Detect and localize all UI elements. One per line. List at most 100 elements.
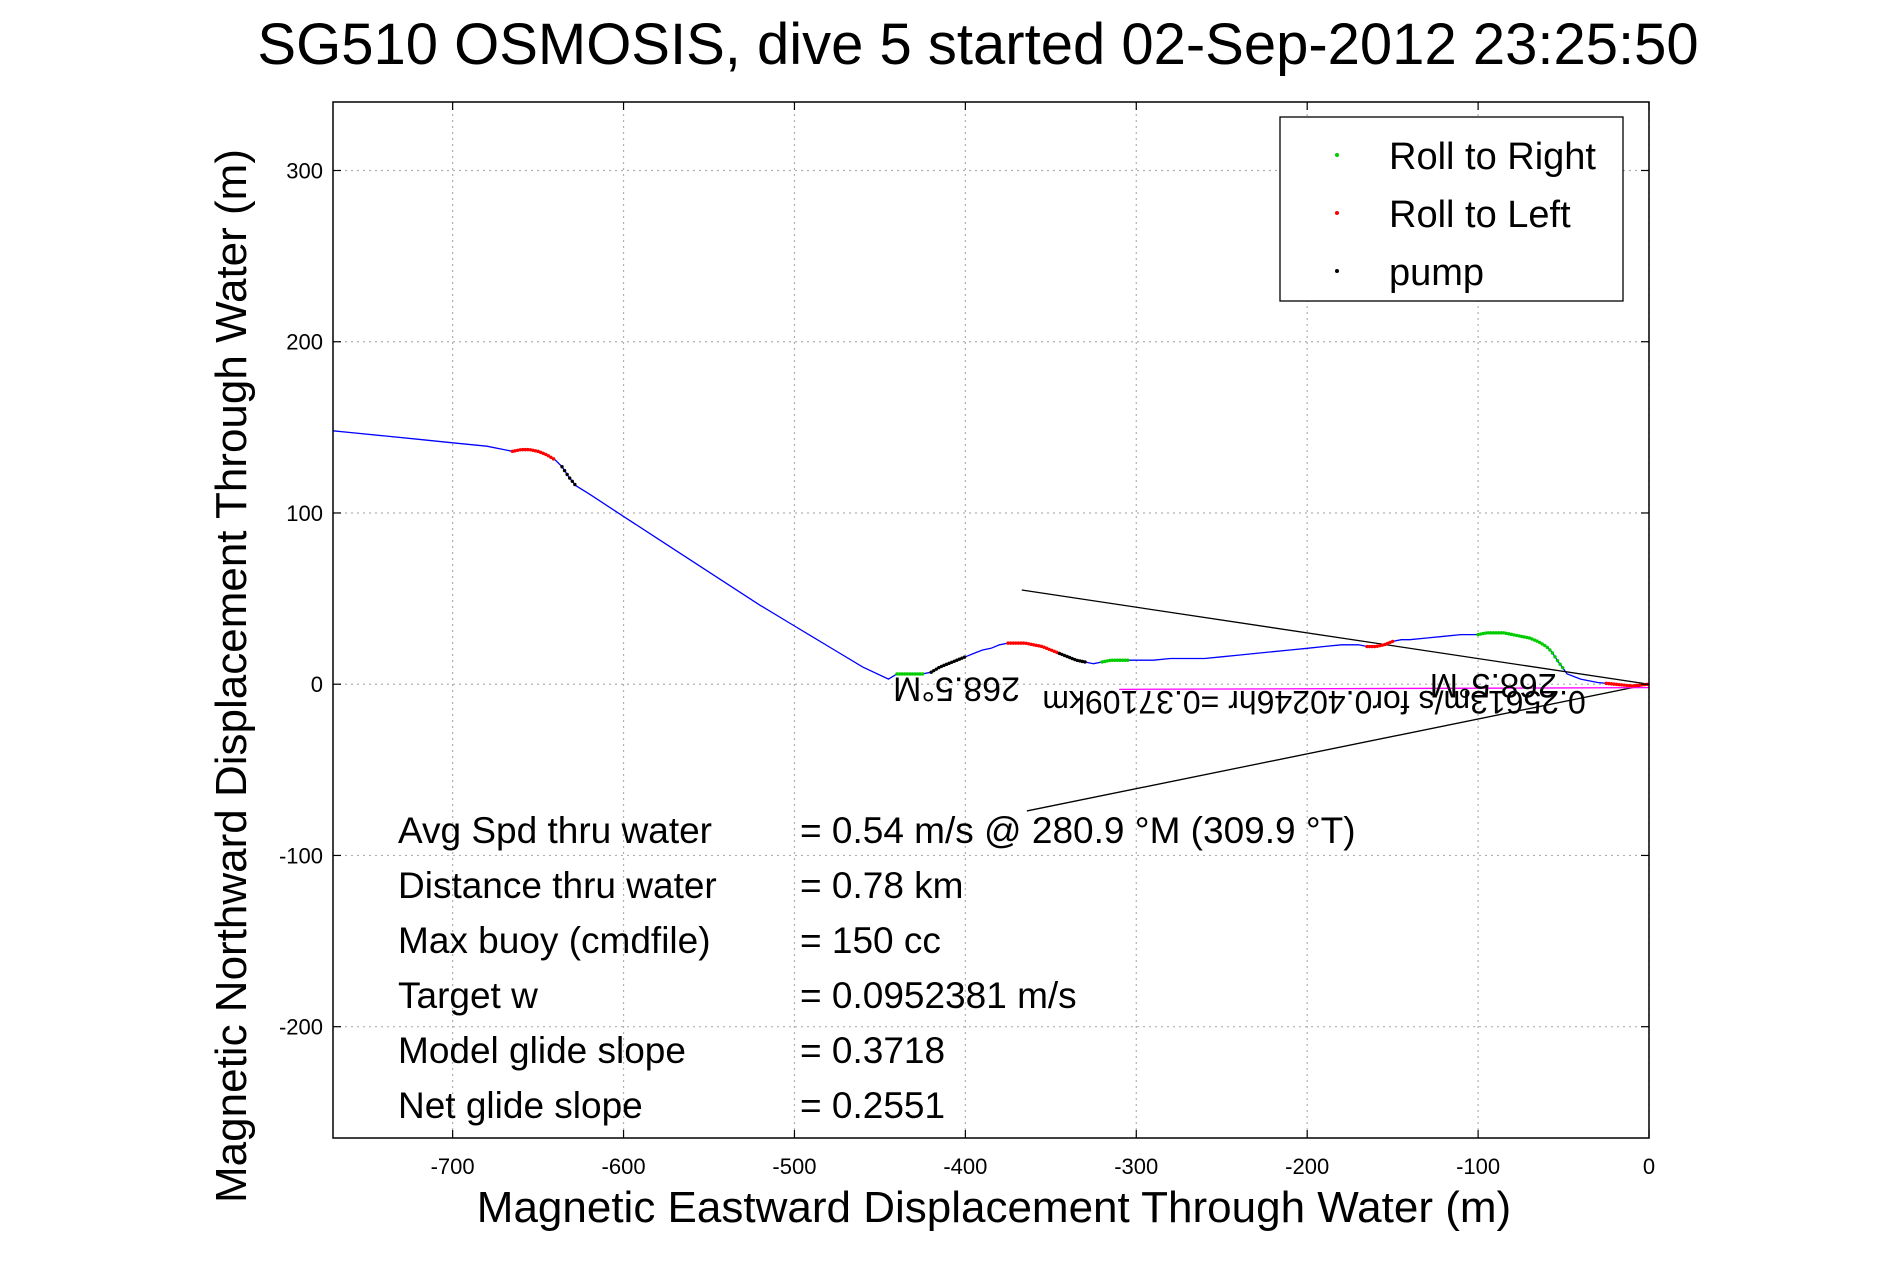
- roll-right-marker: [1558, 662, 1562, 666]
- roll-right-marker: [1532, 638, 1537, 642]
- roll-left-marker: [1607, 681, 1611, 686]
- pump-marker: [1065, 654, 1069, 659]
- roll-left-marker: [538, 450, 543, 455]
- y-axis-label: Magnetic Northward Displacement Through …: [207, 149, 256, 1203]
- pump-marker: [952, 659, 956, 663]
- roll-left-marker: [1635, 683, 1639, 688]
- pump-marker: [949, 660, 954, 664]
- roll-left-marker: [510, 449, 515, 454]
- roll-right-marker: [900, 672, 904, 676]
- pump-marker: [1083, 660, 1087, 664]
- pump-marker: [962, 655, 967, 659]
- stat-value: = 0.78 km: [800, 865, 964, 906]
- pump-marker: [565, 472, 569, 477]
- pump-marker: [934, 667, 939, 671]
- x-tick-label: -100: [1456, 1154, 1500, 1179]
- roll-left-marker: [523, 447, 527, 452]
- heading-annotation: 268.5°M: [1430, 666, 1557, 704]
- heading-reference-line: [1119, 686, 1650, 691]
- pump-marker: [1057, 651, 1062, 656]
- roll-left-marker: [544, 452, 548, 457]
- pump-marker: [562, 468, 567, 473]
- pump-marker: [937, 665, 941, 670]
- roll-left-marker: [533, 449, 538, 453]
- pump-marker: [955, 658, 959, 662]
- roll-left-marker: [1042, 645, 1046, 649]
- roll-right-marker: [1123, 658, 1127, 662]
- roll-left-marker: [1619, 683, 1624, 687]
- roll-left-marker: [526, 447, 530, 452]
- roll-right-marker: [1105, 659, 1109, 663]
- y-tick-label: 100: [286, 501, 323, 526]
- roll-left-marker: [1052, 649, 1056, 654]
- roll-left-marker: [1637, 683, 1642, 687]
- legend: Roll to Right Roll to Left pump: [1279, 116, 1624, 302]
- roll-left-marker: [1034, 643, 1038, 648]
- roll-right-marker: [1486, 631, 1491, 635]
- x-tick-label: -500: [772, 1154, 816, 1179]
- pump-marker: [960, 656, 964, 660]
- roll-left-marker: [1609, 682, 1614, 686]
- roll-right-marker: [1545, 645, 1550, 650]
- roll-left-marker: [1614, 682, 1619, 687]
- roll-left-marker: [1016, 641, 1021, 645]
- roll-right-marker: [915, 672, 920, 676]
- pump-marker: [568, 476, 572, 480]
- roll-left-marker: [1055, 650, 1059, 655]
- roll-right-marker: [1491, 631, 1496, 635]
- roll-left-marker: [528, 448, 533, 452]
- roll-right-marker: [1537, 640, 1542, 645]
- annotations: 268.5°M 268.5°M0.25613m/s for0.40246hr =0…: [893, 666, 1586, 720]
- roll-left-marker: [1026, 642, 1031, 646]
- pump-marker: [1073, 657, 1077, 662]
- roll-right-marker: [1478, 632, 1483, 636]
- roll-left-marker: [546, 454, 551, 458]
- roll-left-marker: [1047, 647, 1051, 651]
- data-markers: [510, 447, 1649, 688]
- roll-right-marker: [895, 672, 899, 676]
- y-tick-label: 300: [286, 158, 323, 183]
- roll-left-marker: [1365, 644, 1369, 649]
- roll-right-marker: [897, 672, 902, 676]
- roll-left-marker: [515, 448, 520, 453]
- roll-left-marker: [1632, 683, 1637, 688]
- roll-right-marker: [1100, 660, 1104, 664]
- y-tick-label: 0: [311, 672, 323, 697]
- roll-left-marker: [1375, 644, 1379, 648]
- y-tick-label: -100: [279, 843, 323, 868]
- pump-marker: [1060, 652, 1064, 657]
- roll-left-marker: [531, 448, 535, 453]
- roll-right-marker: [1514, 633, 1519, 638]
- roll-left-marker: [551, 457, 556, 461]
- heading-reference-line: [1021, 589, 1650, 685]
- x-axis-label: Magnetic Eastward Displacement Through W…: [477, 1183, 1511, 1232]
- roll-left-marker: [1044, 646, 1049, 650]
- roll-right-marker: [1525, 635, 1529, 640]
- pump-marker: [570, 479, 574, 483]
- stats-block: Avg Spd thru water = 0.54 m/s @ 280.9 °M …: [398, 810, 1356, 1126]
- legend-marker: [1335, 153, 1339, 157]
- roll-right-marker: [1502, 631, 1506, 635]
- y-tick-label: 200: [286, 330, 323, 355]
- roll-left-marker: [1627, 683, 1632, 688]
- roll-right-marker: [1527, 636, 1532, 640]
- roll-right-marker: [1553, 655, 1557, 659]
- roll-left-marker: [1019, 641, 1023, 645]
- pump-marker: [1075, 658, 1080, 663]
- roll-left-marker: [549, 455, 553, 460]
- roll-left-marker: [1380, 643, 1385, 647]
- roll-right-marker: [1530, 637, 1534, 641]
- roll-right-marker: [1507, 632, 1511, 636]
- x-tick-label: -300: [1114, 1154, 1158, 1179]
- plot-area-frame: [332, 101, 1650, 1139]
- roll-left-marker: [1617, 682, 1621, 687]
- roll-left-marker: [1612, 682, 1616, 686]
- roll-right-marker: [1118, 658, 1122, 662]
- roll-right-marker: [902, 672, 907, 676]
- roll-right-marker: [1476, 632, 1480, 637]
- roll-left-marker: [1390, 639, 1395, 644]
- stat-label: Distance thru water: [398, 865, 717, 906]
- pump-marker: [1067, 655, 1072, 660]
- stat-label: Avg Spd thru water: [398, 810, 712, 851]
- pump-marker: [939, 664, 944, 669]
